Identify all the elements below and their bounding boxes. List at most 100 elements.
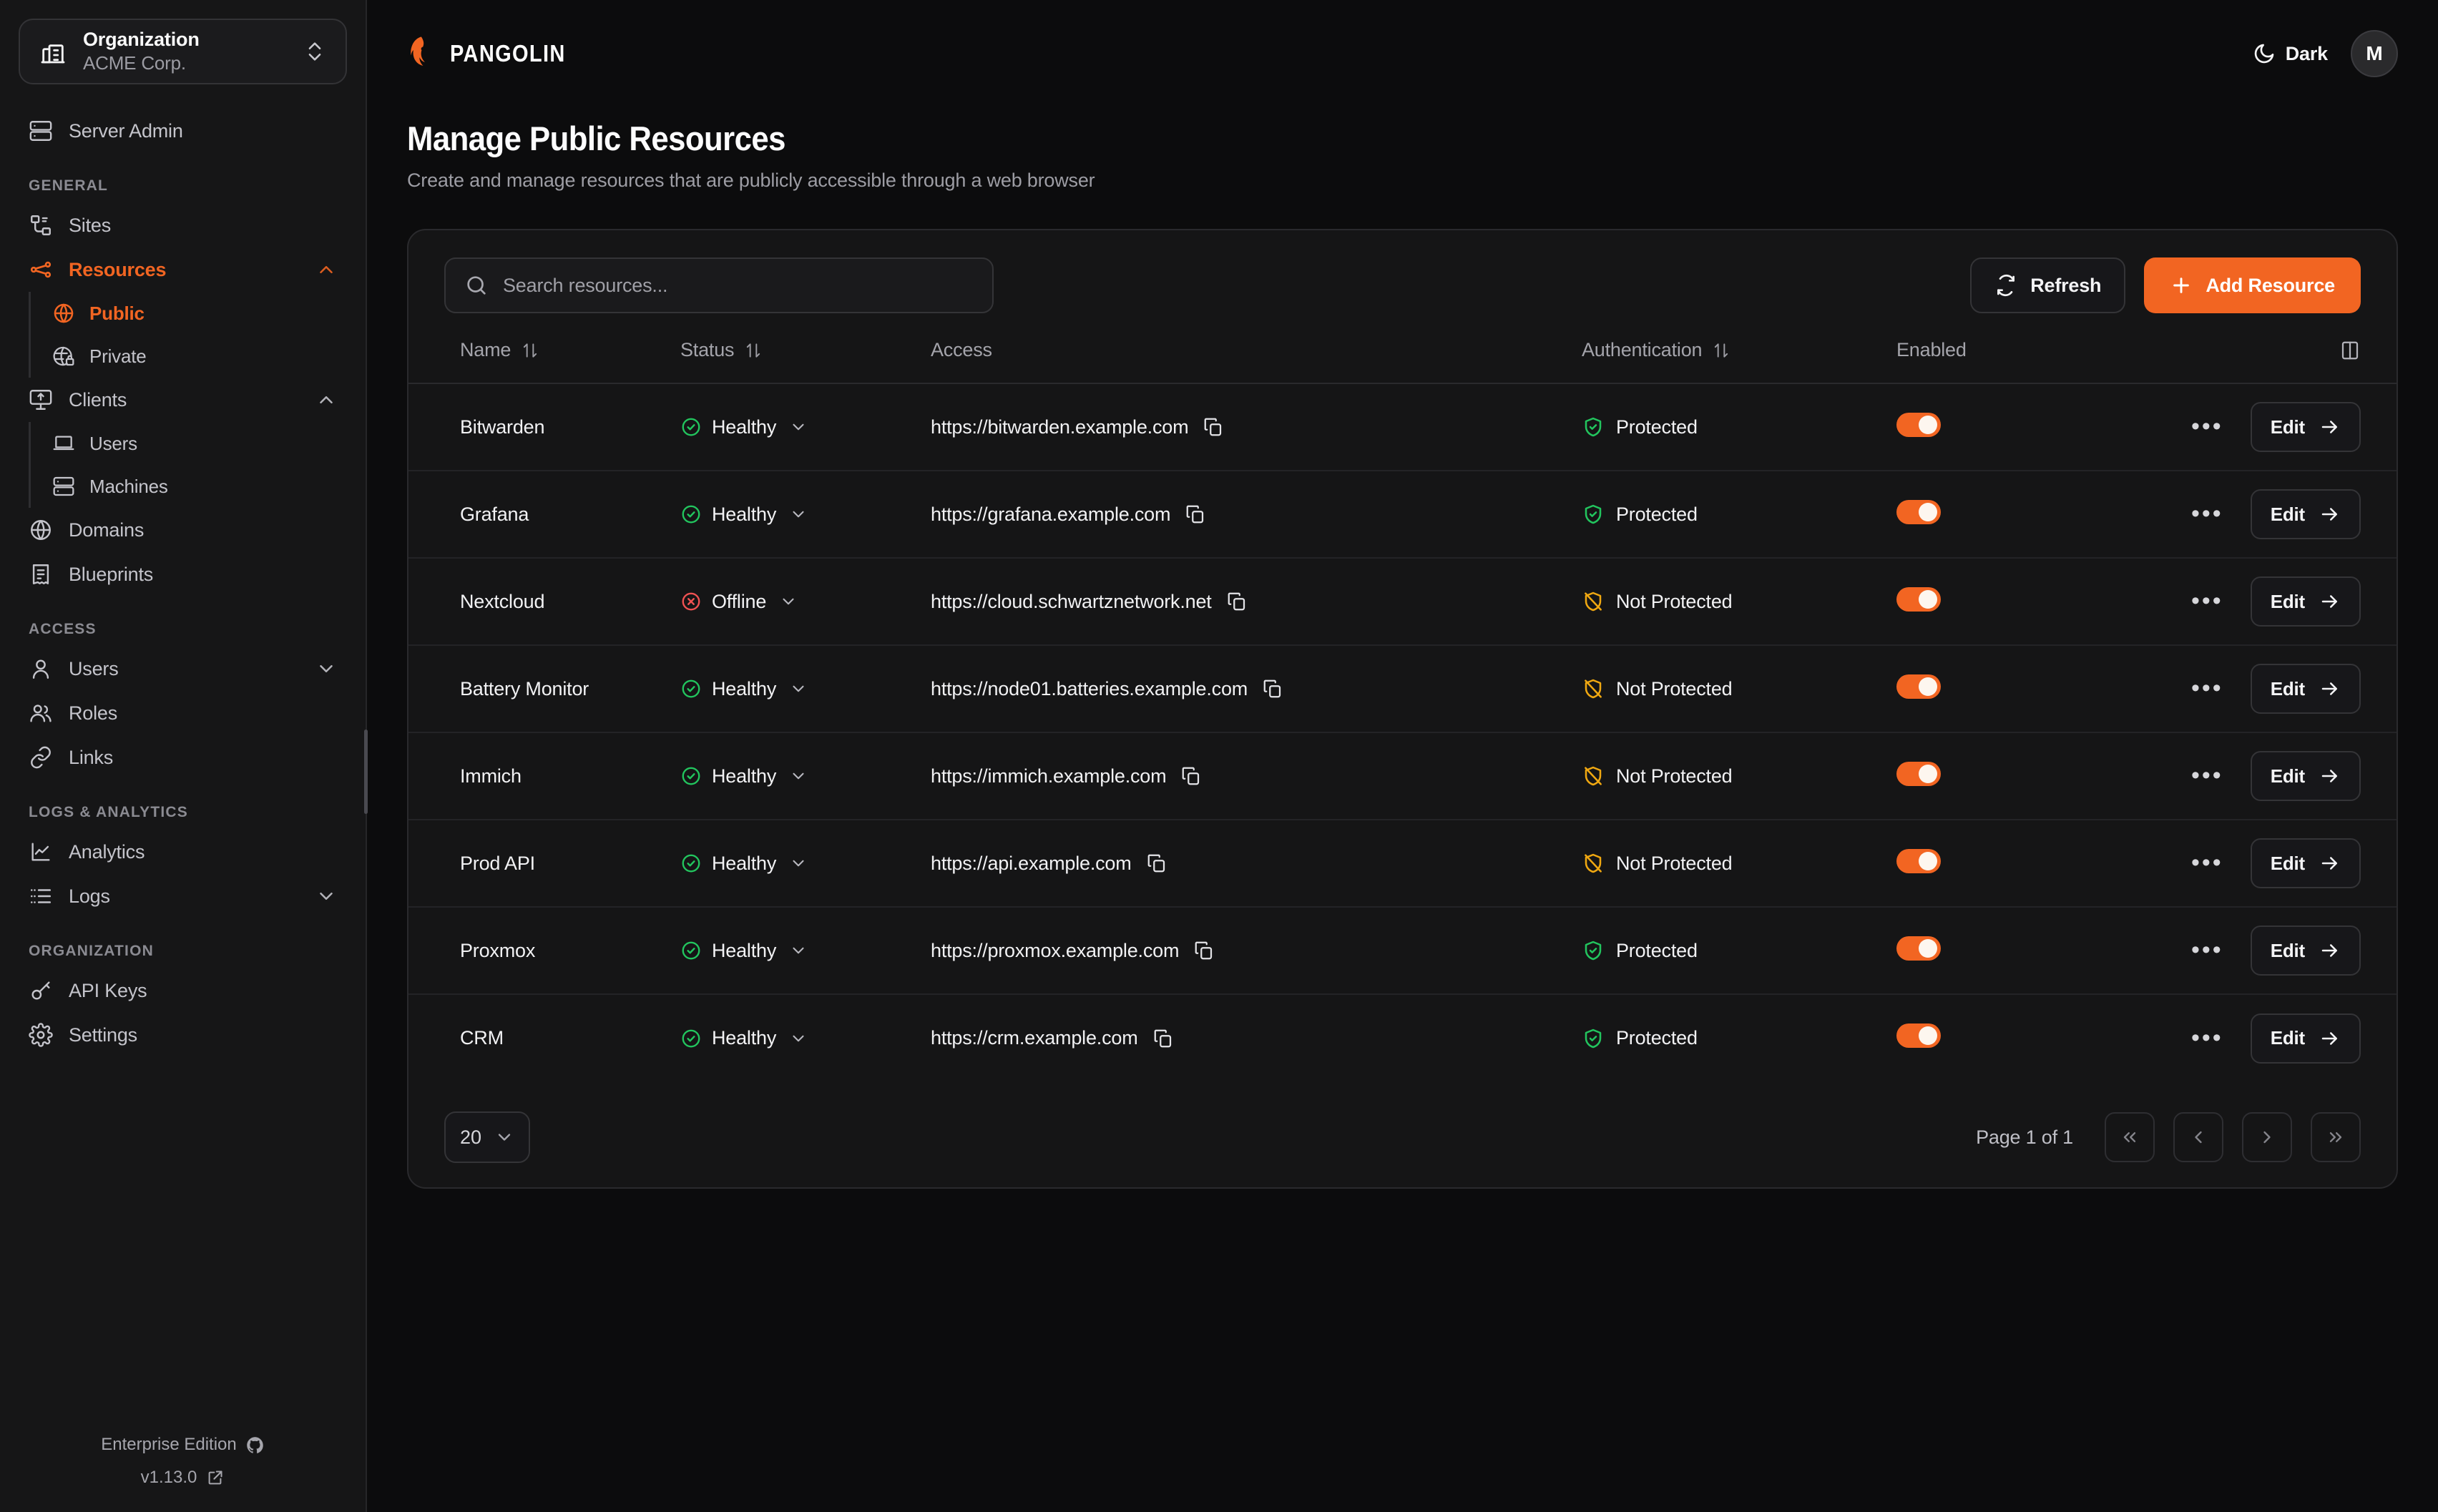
edit-button[interactable]: Edit [2250, 402, 2361, 452]
add-resource-button[interactable]: Add Resource [2144, 257, 2361, 313]
edit-button[interactable]: Edit [2250, 926, 2361, 976]
org-switcher[interactable]: Organization ACME Corp. [19, 19, 347, 84]
refresh-button[interactable]: Refresh [1970, 257, 2126, 313]
cell-status[interactable]: Healthy [680, 994, 931, 1081]
resource-url[interactable]: https://node01.batteries.example.com [931, 677, 1248, 699]
cell-status[interactable]: Healthy [680, 471, 931, 559]
sidebar-item-clients-machines[interactable]: Machines [41, 465, 347, 508]
row-menu-button[interactable]: ••• [2190, 849, 2223, 877]
avatar[interactable]: M [2351, 30, 2398, 77]
table-row[interactable]: Nextcloud Offline https://cloud.schwartzne… [408, 558, 2397, 646]
column-header-status[interactable]: Status [680, 339, 931, 384]
copy-icon[interactable] [1226, 591, 1248, 612]
row-menu-button[interactable]: ••• [2190, 762, 2223, 790]
column-header-name[interactable]: Name [408, 339, 680, 384]
cell-status[interactable]: Healthy [680, 907, 931, 995]
copy-icon[interactable] [1185, 504, 1206, 525]
sidebar-item-links[interactable]: Links [19, 735, 347, 780]
chevron-down-icon[interactable] [789, 941, 808, 960]
resource-url[interactable]: https://api.example.com [931, 852, 1132, 874]
row-menu-button[interactable]: ••• [2190, 413, 2223, 441]
enabled-toggle[interactable] [1896, 761, 1941, 786]
resource-url[interactable]: https://grafana.example.com [931, 503, 1171, 525]
row-menu-button[interactable]: ••• [2190, 1023, 2223, 1051]
cell-status[interactable]: Healthy [680, 820, 931, 908]
copy-icon[interactable] [1262, 678, 1283, 699]
edition-row[interactable]: Enterprise Edition [19, 1435, 347, 1455]
search-input[interactable] [503, 274, 974, 297]
sidebar-item-private[interactable]: Private [41, 335, 347, 378]
cell-status[interactable]: Healthy [680, 383, 931, 471]
resource-url[interactable]: https://crm.example.com [931, 1027, 1138, 1049]
sidebar-item-server-admin[interactable]: Server Admin [19, 109, 347, 153]
edit-button[interactable]: Edit [2250, 838, 2361, 888]
table-row[interactable]: Proxmox Healthy https://proxmox.example.co… [408, 907, 2397, 995]
cell-status[interactable]: Healthy [680, 732, 931, 820]
version-row[interactable]: v1.13.0 [19, 1468, 347, 1488]
chevron-down-icon[interactable] [789, 418, 808, 436]
copy-icon[interactable] [1152, 1028, 1174, 1049]
edit-button[interactable]: Edit [2250, 1013, 2361, 1064]
column-header-authentication[interactable]: Authentication [1582, 339, 1896, 384]
edit-button[interactable]: Edit [2250, 751, 2361, 801]
table-row[interactable]: CRM Healthy https://crm.example.com Protect… [408, 994, 2397, 1081]
sidebar-item-api-keys[interactable]: API Keys [19, 968, 347, 1013]
sidebar-item-resources[interactable]: Resources [19, 247, 347, 292]
cell-status[interactable]: Healthy [680, 645, 931, 733]
enabled-toggle[interactable] [1896, 936, 1941, 961]
chevron-down-icon[interactable] [789, 1029, 808, 1048]
enabled-toggle[interactable] [1896, 412, 1941, 437]
row-menu-button[interactable]: ••• [2190, 674, 2223, 702]
resource-url[interactable]: https://proxmox.example.com [931, 939, 1180, 961]
prev-page-button[interactable] [2173, 1112, 2223, 1162]
first-page-button[interactable] [2105, 1112, 2155, 1162]
copy-icon[interactable] [1146, 853, 1167, 874]
chevron-down-icon[interactable] [789, 767, 808, 785]
edit-button[interactable]: Edit [2250, 489, 2361, 539]
sidebar-item-settings[interactable]: Settings [19, 1013, 347, 1057]
resource-url[interactable]: https://immich.example.com [931, 765, 1167, 787]
enabled-toggle[interactable] [1896, 848, 1941, 873]
chevron-down-icon[interactable] [789, 679, 808, 698]
sidebar-item-sites[interactable]: Sites [19, 203, 347, 247]
chevron-down-icon[interactable] [789, 505, 808, 524]
resource-url[interactable]: https://cloud.schwartznetwork.net [931, 590, 1212, 612]
copy-icon[interactable] [1180, 765, 1202, 787]
theme-toggle[interactable]: Dark [2253, 42, 2328, 65]
sidebar-item-domains[interactable]: Domains [19, 508, 347, 552]
search-box[interactable] [444, 257, 994, 313]
chevron-down-icon[interactable] [779, 592, 798, 611]
sidebar-scrollbar-thumb[interactable] [364, 730, 368, 814]
row-menu-button[interactable]: ••• [2190, 587, 2223, 615]
last-page-button[interactable] [2311, 1112, 2361, 1162]
resource-url[interactable]: https://bitwarden.example.com [931, 416, 1189, 438]
enabled-toggle[interactable] [1896, 586, 1941, 612]
next-page-button[interactable] [2242, 1112, 2292, 1162]
enabled-toggle[interactable] [1896, 499, 1941, 524]
table-row[interactable]: Battery Monitor Healthy https://node01.bat… [408, 645, 2397, 733]
chevron-down-icon[interactable] [789, 854, 808, 873]
brand[interactable]: PANGOLIN [401, 34, 582, 73]
table-row[interactable]: Prod API Healthy https://api.example.com No… [408, 820, 2397, 908]
edit-button[interactable]: Edit [2250, 576, 2361, 627]
table-row[interactable]: Grafana Healthy https://grafana.example.co… [408, 471, 2397, 559]
copy-icon[interactable] [1203, 416, 1224, 438]
page-size-select[interactable]: 20 [444, 1111, 531, 1163]
edit-button[interactable]: Edit [2250, 664, 2361, 714]
row-menu-button[interactable]: ••• [2190, 936, 2223, 964]
sidebar-item-roles[interactable]: Roles [19, 691, 347, 735]
row-menu-button[interactable]: ••• [2190, 500, 2223, 528]
table-row[interactable]: Immich Healthy https://immich.example.com N… [408, 732, 2397, 820]
sidebar-item-clients[interactable]: Clients [19, 378, 347, 422]
sidebar-item-analytics[interactable]: Analytics [19, 830, 347, 874]
sidebar-item-public[interactable]: Public [41, 292, 347, 335]
table-row[interactable]: Bitwarden Healthy https://bitwarden.exampl… [408, 383, 2397, 471]
enabled-toggle[interactable] [1896, 1023, 1941, 1048]
copy-icon[interactable] [1193, 940, 1215, 961]
sidebar-item-clients-users[interactable]: Users [41, 422, 347, 465]
sidebar-item-logs[interactable]: Logs [19, 874, 347, 918]
cell-status[interactable]: Offline [680, 558, 931, 646]
sidebar-item-users[interactable]: Users [19, 647, 347, 691]
columns-icon[interactable] [2339, 340, 2361, 361]
enabled-toggle[interactable] [1896, 674, 1941, 699]
